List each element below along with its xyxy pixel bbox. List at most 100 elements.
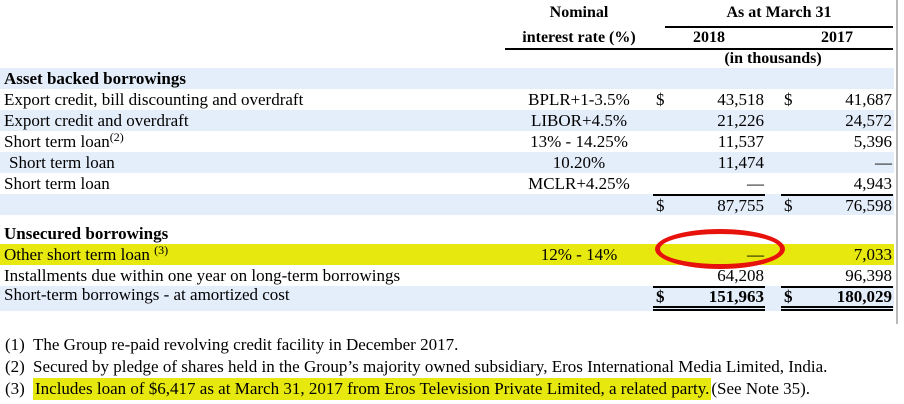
- value-2018-group: $43,518: [653, 89, 765, 110]
- units-note: (in thousands): [724, 50, 822, 67]
- column-gap: [765, 131, 781, 152]
- total-2018-group: $151,963: [653, 286, 765, 311]
- currency-symbol: [653, 152, 677, 173]
- subtotal-2018-group: $87,755: [653, 194, 765, 215]
- row-label-text: Short term loan: [4, 132, 110, 151]
- footnote-text: Secured by pledge of shares held in the …: [33, 357, 828, 376]
- footnote-3: (3) Includes loan of $6,417 as at March …: [0, 378, 904, 400]
- empty-cell: [505, 50, 653, 68]
- row-label: Export credit, bill discounting and over…: [4, 90, 304, 109]
- interest-rate-cell: 13% - 14.25%: [530, 132, 628, 151]
- value-2017: 41,687: [845, 90, 892, 109]
- value-2017: 96,398: [845, 266, 892, 285]
- subtotal-2017: 76,598: [845, 196, 892, 215]
- value-2017: 24,572: [845, 111, 892, 130]
- currency-symbol: [781, 152, 805, 173]
- currency-symbol: [781, 110, 805, 131]
- col-header-as-at-march-31: As at March 31: [665, 0, 893, 28]
- row-label: Export credit and overdraft: [4, 111, 189, 130]
- column-gap: [765, 286, 781, 311]
- currency-symbol: $: [656, 90, 665, 109]
- value-2018: 21,226: [717, 111, 764, 130]
- footnote-number: (3): [5, 379, 25, 398]
- column-gap: [765, 89, 781, 110]
- empty-cell: [505, 194, 653, 215]
- column-gap: [765, 265, 781, 286]
- interest-rate-cell: MCLR+4.25%: [528, 174, 630, 193]
- footnotes: (1) The Group re-paid revolving credit f…: [0, 334, 904, 400]
- row-label-text: Other short term loan: [4, 245, 155, 264]
- total-2017: 180,029: [836, 287, 892, 306]
- empty-cell: [0, 50, 505, 68]
- currency-symbol: [653, 110, 677, 131]
- table-row-export-credit-bill-discounting: Export credit, bill discounting and over…: [0, 89, 894, 110]
- value-2017-group: 96,398: [781, 265, 893, 286]
- currency-symbol: [781, 173, 805, 194]
- value-2018-group: —: [653, 173, 765, 194]
- footnote-ref-3: (3): [154, 244, 169, 257]
- table-row-short-term-loan-2: Short term loan(2) 13% - 14.25% 11,537 5…: [0, 131, 894, 152]
- empty-cell: [0, 0, 505, 28]
- table-row-short-term-loan-mclr: Short term loan MCLR+4.25% — 4,943: [0, 173, 894, 194]
- currency-symbol: $: [656, 196, 665, 215]
- column-gap: [765, 110, 781, 131]
- table-row-total-short-term-borrowings: Short-term borrowings - at amortized cos…: [0, 286, 894, 311]
- table-row-export-credit-overdraft: Export credit and overdraft LIBOR+4.5% 2…: [0, 110, 894, 131]
- column-gap: [765, 28, 781, 48]
- currency-symbol: $: [784, 90, 793, 109]
- section-row-unsecured-borrowings: Unsecured borrowings: [0, 223, 894, 244]
- section-row-asset-backed-borrowings: Asset backed borrowings: [0, 68, 894, 89]
- footnote-1: (1) The Group re-paid revolving credit f…: [0, 334, 904, 356]
- value-2017-group: 4,943: [781, 173, 893, 194]
- total-2018: 151,963: [708, 287, 764, 306]
- value-2017: —: [875, 153, 892, 172]
- currency-symbol: [781, 131, 805, 152]
- empty-cell: [505, 265, 653, 286]
- red-circle-annotation: [655, 229, 785, 269]
- value-2017-group: $41,687: [781, 89, 893, 110]
- as-at-wrap: As at March 31: [653, 0, 893, 28]
- borrowings-table: Nominal As at March 31 interest rate (%)…: [0, 0, 894, 311]
- currency-symbol: $: [784, 287, 793, 306]
- table-header-row-2: interest rate (%) 2018 2017: [0, 28, 894, 50]
- empty-cell: [0, 28, 505, 50]
- col-header-interest-rate: interest rate (%): [505, 28, 653, 50]
- footnote-ref-2: (2): [109, 131, 124, 144]
- footnote-text-tail: (See Note 35).: [711, 379, 811, 398]
- currency-symbol: [653, 173, 677, 194]
- currency-symbol: [653, 131, 677, 152]
- col-header-nominal: Nominal: [549, 4, 609, 21]
- interest-rate-cell: 10.20%: [552, 153, 606, 172]
- value-2017-group: 24,572: [781, 110, 893, 131]
- column-gap: [765, 152, 781, 173]
- table-header-row-3: (in thousands): [0, 50, 894, 68]
- interest-rate-cell: 12% - 14%: [540, 245, 618, 264]
- empty-cell: [505, 286, 653, 311]
- interest-rate-cell: BPLR+1-3.5%: [528, 90, 630, 109]
- subtotal-2017-group: $76,598: [781, 194, 893, 215]
- value-2018-group: 11,537: [653, 131, 765, 152]
- value-2018-group: 64,208: [653, 265, 765, 286]
- column-gap: [765, 173, 781, 194]
- value-2017: 5,396: [853, 132, 892, 151]
- interest-rate-cell: LIBOR+4.5%: [531, 111, 627, 130]
- footnote-text: The Group re-paid revolving credit facil…: [33, 335, 459, 354]
- footnote-number: (2): [5, 357, 25, 376]
- value-2017-group: —: [781, 152, 893, 173]
- value-2018: 43,518: [717, 90, 764, 109]
- year-headers: 2018 2017: [653, 28, 893, 50]
- row-label: Other short term loan (3): [0, 244, 505, 265]
- page-edge-line: [896, 0, 898, 324]
- total-2017-group: $180,029: [781, 286, 893, 311]
- currency-symbol: [781, 265, 805, 286]
- value-2018-group: 21,226: [653, 110, 765, 131]
- row-label: Short term loan: [4, 174, 110, 193]
- currency-symbol: $: [656, 287, 665, 306]
- col-header-2018: 2018: [693, 29, 725, 46]
- value-2017-group: 7,033: [781, 244, 893, 265]
- empty-cell: [0, 194, 505, 215]
- section-label: Asset backed borrowings: [4, 69, 186, 88]
- value-2018-group: 11,474: [653, 152, 765, 173]
- column-gap: [765, 194, 781, 215]
